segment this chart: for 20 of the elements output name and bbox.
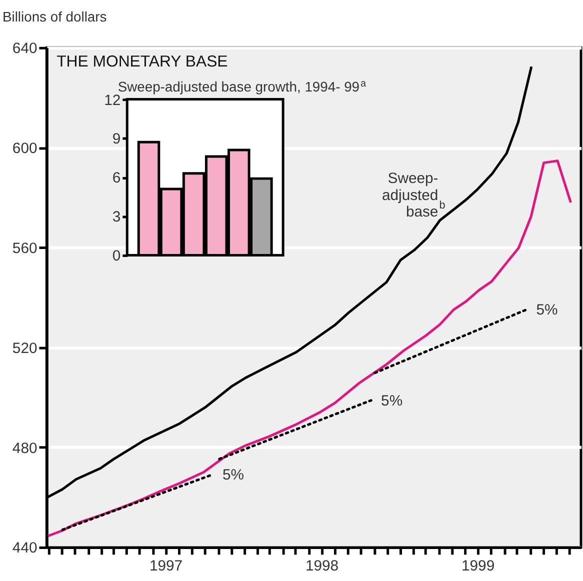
annotation: 5% xyxy=(222,468,244,484)
y-tick-label: 6 xyxy=(112,170,121,187)
y-tick-label: 3 xyxy=(112,210,121,226)
annotation: 5% xyxy=(381,393,403,410)
annotation: 5% xyxy=(536,302,558,319)
x-tick-label: 1999 xyxy=(462,558,495,575)
y-tick-label: 640 xyxy=(12,41,38,58)
y-tick-label: 520 xyxy=(12,340,38,357)
x-tick-label: 1998 xyxy=(305,558,339,575)
line-series xyxy=(46,160,572,538)
y-tick-label: 9 xyxy=(112,132,121,148)
y-tick-label: 560 xyxy=(12,240,38,257)
y-tick-label: 12 xyxy=(104,92,121,109)
y-tick-label: 480 xyxy=(12,440,38,457)
y-tick-label: 0 xyxy=(112,248,121,265)
chart-title: THE MONETARY BASE xyxy=(56,54,228,71)
y-tick-label: 440 xyxy=(12,540,38,557)
x-tick-label: 1997 xyxy=(149,558,183,575)
y-tick-label: 600 xyxy=(12,141,38,158)
y-axis-title: Billions of dollars xyxy=(2,8,107,24)
